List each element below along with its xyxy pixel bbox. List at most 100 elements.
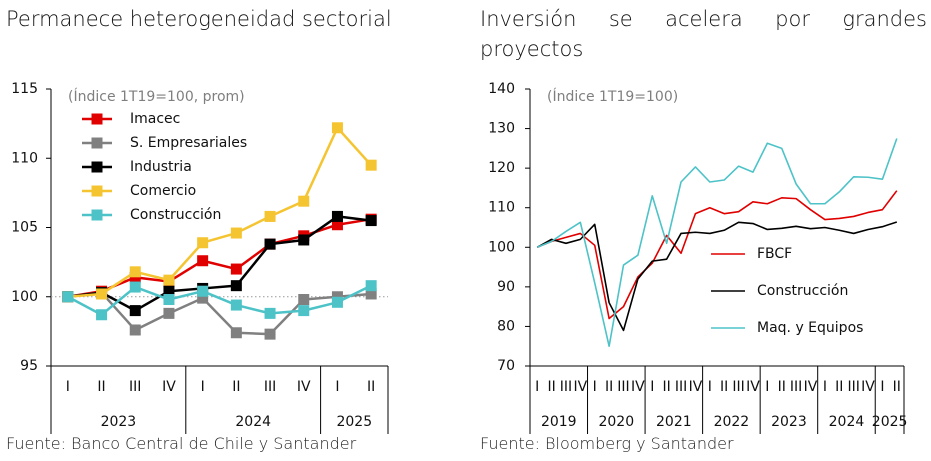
legend-label: S. Empresariales [130,135,247,151]
chart-title: Permanece heterogeneidad sectorial [6,7,392,31]
x-tick-label: III [732,379,744,395]
x-tick-label: III [560,379,572,395]
legend-label: Industria [130,159,192,175]
y-tick-label: 115 [11,81,38,97]
point-marker [129,305,141,317]
x-tick-label: III [617,379,629,395]
x-tick-label: III [847,379,859,395]
point-marker [230,299,242,311]
legend-label: Construcción [757,283,848,299]
point-marker [331,122,343,134]
x-group-label: 2022 [714,414,750,430]
x-tick-label: III [790,379,802,395]
x-group-label: 2024 [235,414,271,430]
series-line [536,221,898,332]
point-marker [298,234,310,246]
source: Fuente: Bloomberg y Santander [480,434,734,453]
y-tick-label: 110 [488,200,515,216]
x-tick-label: I [201,379,205,395]
x-tick-label: IV [746,379,760,395]
x-tick-label: II [893,379,901,395]
point-marker [365,288,377,300]
y-tick-label: 95 [20,358,38,374]
y-tick-label: 120 [488,160,515,176]
x-tick-label: II [720,379,728,395]
y-tick-label: 70 [497,358,515,374]
point-marker [129,271,141,283]
series-line [536,138,898,348]
legend-marker [91,209,103,221]
point-marker [298,195,310,207]
point-marker [230,227,242,239]
point-marker [230,280,242,292]
y-tick-label: 90 [497,279,515,295]
y-tick-label: 110 [11,150,38,166]
x-tick-label: IV [297,379,311,395]
subtitle: (Índice 1T19=100) [547,88,678,105]
legend-label: Comercio [130,183,196,199]
point-marker [331,219,343,231]
point-marker [230,263,242,275]
x-tick-label: IV [861,379,875,395]
x-group-label: 2023 [771,414,807,430]
x-tick-label: II [605,379,613,395]
x-group-label: 2025 [336,414,372,430]
x-tick-label: I [593,379,597,395]
point-marker [331,210,343,222]
point-marker [96,288,108,300]
point-marker [197,285,209,297]
point-marker [230,327,242,339]
x-tick-label: IV [631,379,645,395]
legend-label: FBCF [757,246,792,262]
point-marker [298,294,310,306]
x-tick-label: II [232,379,240,395]
point-marker [264,328,276,340]
point-marker [298,305,310,317]
x-tick-label: I [765,379,769,395]
x-tick-label: II [547,379,555,395]
x-tick-label: II [835,379,843,395]
legend-label: Maq. y Equipos [757,320,863,336]
x-tick-label: I [335,379,339,395]
point-marker [96,309,108,321]
point-marker [264,210,276,222]
x-tick-label: II [663,379,671,395]
subtitle: (Índice 1T19=100, prom) [68,88,245,105]
x-tick-label: III [264,379,276,395]
x-tick-label: I [66,379,70,395]
x-tick-label: II [97,379,105,395]
y-tick-label: 100 [11,289,38,305]
point-marker [197,237,209,249]
y-tick-label: 130 [488,121,515,137]
x-tick-label: I [823,379,827,395]
point-marker [129,281,141,293]
y-tick-label: 140 [488,81,515,97]
x-group-label: 2019 [541,414,577,430]
x-tick-label: I [650,379,654,395]
x-group-label: 2025 [872,414,908,430]
legend-label: Imacec [130,111,180,127]
point-marker [129,266,141,278]
point-marker [365,280,377,292]
series-line [67,291,372,336]
point-marker [331,291,343,303]
point-marker [163,285,175,297]
point-marker [264,238,276,250]
point-marker [197,292,209,304]
point-marker [331,296,343,308]
x-tick-label: IV [689,379,703,395]
x-group-label: 2023 [101,414,137,430]
x-tick-label: III [129,379,141,395]
point-marker [197,255,209,267]
series-line [67,284,372,317]
y-tick-label: 105 [11,220,38,236]
source: Fuente: Banco Central de Chile y Santand… [6,434,357,453]
legend-label: Construcción [130,207,221,223]
point-marker [163,307,175,319]
legend-marker [91,113,103,125]
x-group-label: 2020 [598,414,634,430]
x-tick-label: IV [573,379,587,395]
point-marker [163,274,175,286]
x-tick-label: IV [162,379,176,395]
